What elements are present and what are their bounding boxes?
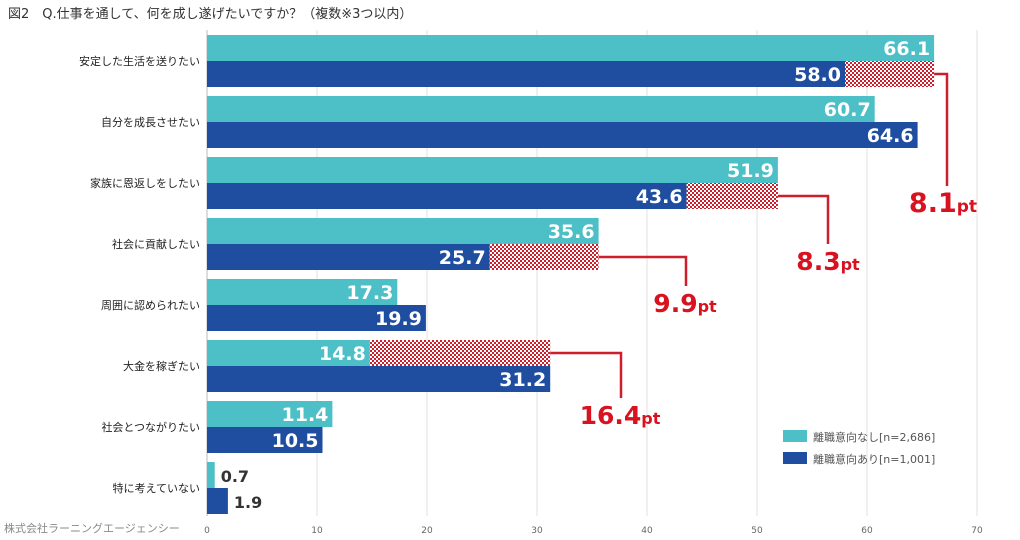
bar-value-no-intent: 35.6	[548, 221, 595, 243]
difference-leader-line	[598, 255, 688, 286]
difference-unit: pt	[698, 297, 717, 316]
bar-intent	[207, 183, 687, 209]
category-label: 社会とつながりたい	[101, 420, 200, 434]
labels: 0 10 20 30 40 50 60 70 安定した生活を送りたい 66.1 58.0 自分を成長さ…	[79, 38, 983, 536]
difference-label: 8.3pt	[796, 247, 860, 276]
x-tick-label: 70	[971, 526, 983, 536]
difference-label: 16.4pt	[580, 401, 661, 430]
x-tick-label: 20	[421, 526, 433, 536]
difference-hatch	[845, 61, 935, 87]
bar-value-intent: 25.7	[439, 247, 486, 269]
difference-leader-line	[777, 194, 830, 244]
difference-label: 8.1pt	[909, 188, 977, 219]
x-tick-label: 10	[311, 526, 323, 536]
category-label: 大金を稼ぎたい	[123, 359, 200, 373]
bar-value-no-intent: 17.3	[346, 282, 393, 304]
bar-no-intent	[207, 279, 398, 305]
difference-hatch	[489, 244, 599, 270]
category-label: 家族に恩返しをしたい	[90, 176, 200, 190]
difference-label: 9.9pt	[653, 289, 717, 318]
bar-value-intent: 31.2	[499, 369, 546, 391]
x-tick-label: 50	[751, 526, 763, 536]
x-tick-label: 60	[861, 526, 873, 536]
bar-intent	[207, 122, 918, 148]
legend-swatch-no-intent	[783, 430, 807, 442]
bar-intent	[207, 427, 323, 453]
bar-value-no-intent: 60.7	[824, 99, 871, 121]
legend-swatch-intent	[783, 452, 807, 464]
x-tick-label: 0	[204, 526, 210, 536]
bar-value-intent: 1.9	[234, 493, 262, 512]
bar-intent	[207, 244, 490, 270]
bar-intent	[207, 61, 845, 87]
bar-value-no-intent: 0.7	[221, 467, 249, 486]
bar-value-intent: 19.9	[375, 308, 422, 330]
bar-no-intent	[207, 96, 875, 122]
difference-leader-line	[934, 72, 949, 186]
bar-no-intent	[207, 218, 599, 244]
bar-intent	[207, 488, 228, 514]
x-tick-label: 40	[641, 526, 653, 536]
difference-number: 16.4	[580, 401, 642, 430]
legend-label-no-intent: 離職意向なし[n=2,686]	[813, 430, 935, 444]
bar-value-no-intent: 66.1	[883, 38, 930, 60]
legend-label-intent: 離職意向あり[n=1,001]	[813, 452, 935, 466]
difference-hatch	[369, 340, 551, 366]
difference-leader-line	[550, 351, 623, 398]
bar-intent	[207, 366, 551, 392]
bar-value-no-intent: 51.9	[727, 160, 774, 182]
difference-hatch	[686, 183, 778, 209]
bar-no-intent	[207, 157, 778, 183]
bar-value-intent: 10.5	[272, 430, 319, 452]
bar-no-intent	[207, 340, 370, 366]
difference-unit: pt	[957, 197, 977, 217]
bar-value-intent: 64.6	[867, 125, 914, 147]
bar-value-no-intent: 14.8	[319, 343, 366, 365]
category-label: 特に考えていない	[113, 481, 200, 495]
difference-unit: pt	[841, 255, 860, 274]
category-label: 自分を成長させたい	[101, 116, 200, 129]
difference-unit: pt	[641, 409, 660, 428]
bar-intent	[207, 305, 426, 331]
bar-value-no-intent: 11.4	[282, 404, 329, 426]
legend: 離職意向なし[n=2,686] 離職意向あり[n=1,001]	[783, 430, 935, 466]
difference-number: 8.3	[796, 247, 840, 276]
bars	[207, 35, 949, 514]
bar-value-intent: 43.6	[636, 186, 683, 208]
x-tick-label: 30	[531, 526, 543, 536]
bar-no-intent	[207, 401, 333, 427]
category-label: 社会に貢献したい	[112, 237, 200, 251]
category-label: 周囲に認められたい	[101, 298, 200, 312]
difference-number: 9.9	[653, 289, 697, 318]
bar-value-intent: 58.0	[794, 64, 841, 86]
difference-number: 8.1	[909, 188, 957, 219]
bar-no-intent	[207, 35, 935, 61]
bar-no-intent	[207, 462, 215, 488]
credit-text: 株式会社ラーニングエージェンシー	[4, 522, 180, 535]
category-label: 安定した生活を送りたい	[79, 54, 200, 68]
chart-title: 図2 Q.仕事を通して、何を成し遂げたいですか？（複数※3つ以内）	[8, 7, 413, 22]
